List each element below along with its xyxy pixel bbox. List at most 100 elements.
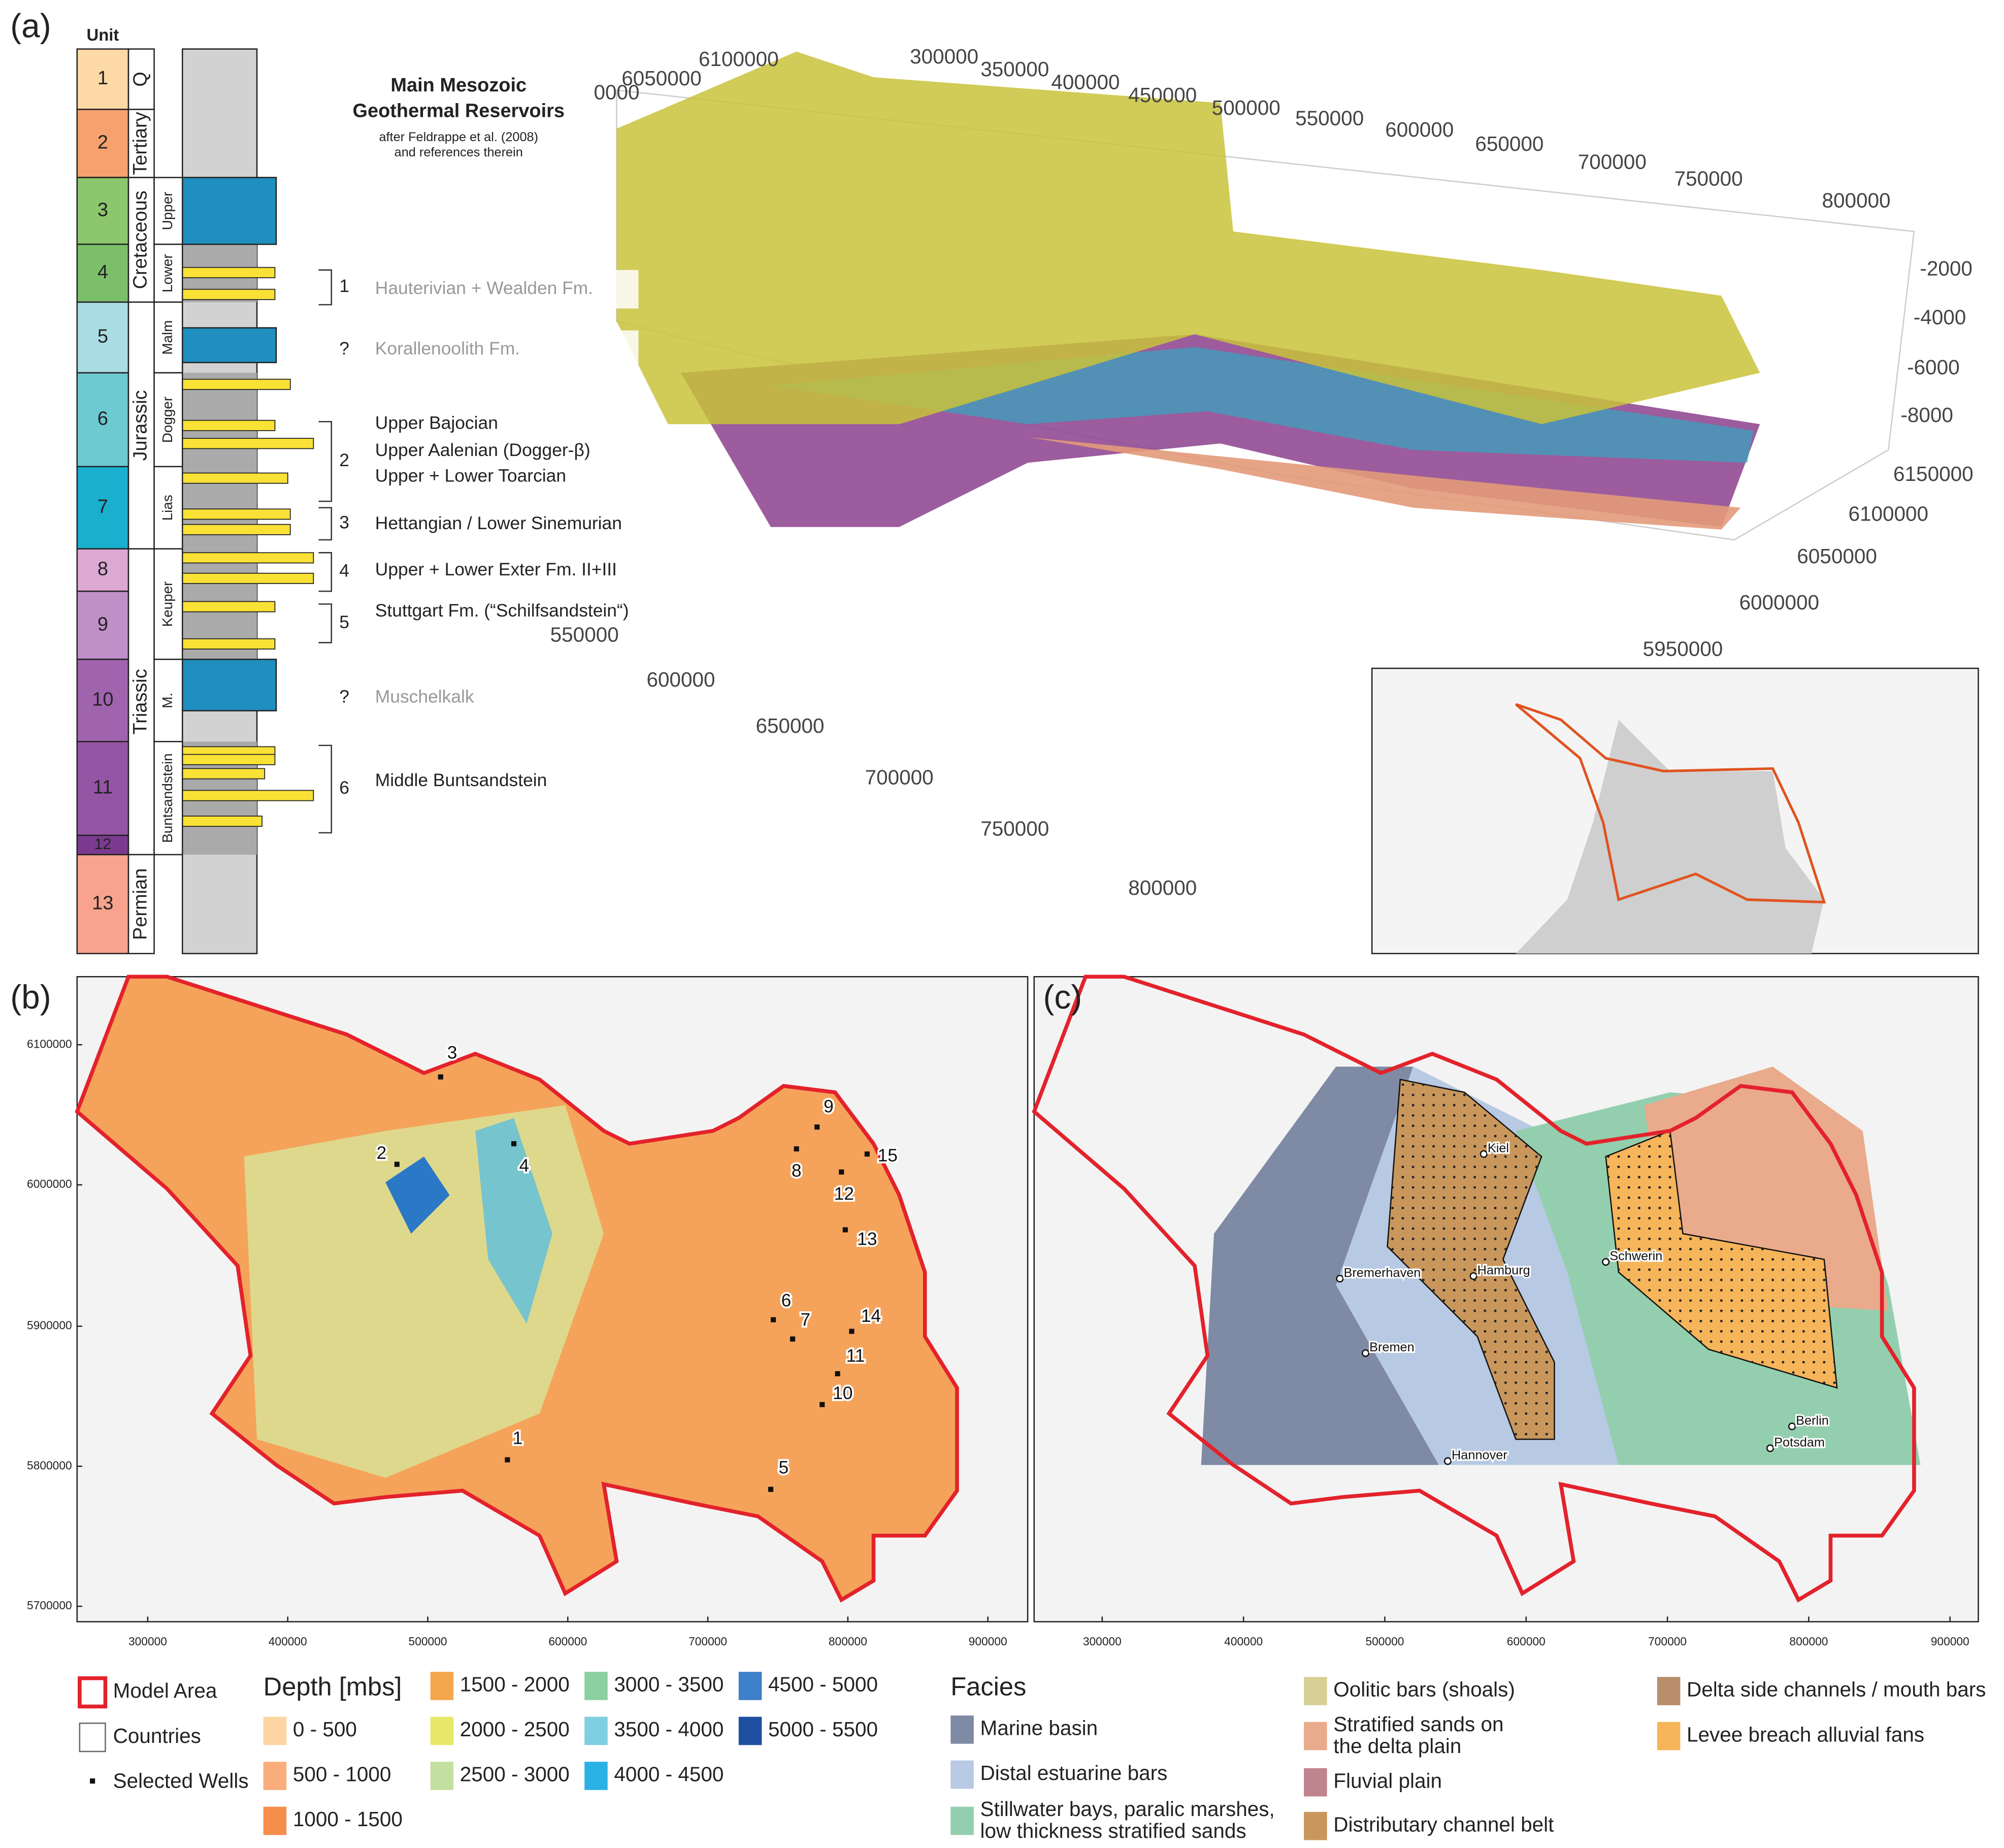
unit-number: 10 [92, 689, 113, 710]
period: Tertiary [129, 112, 151, 175]
reservoir-name: Hauterivian + Wealden Fm. [375, 278, 593, 298]
sandstone [182, 601, 276, 612]
unit-number: 12 [94, 836, 112, 853]
epoch: Upper [159, 191, 175, 230]
axis-label: 6000000 [1739, 591, 1819, 614]
map-c [1034, 977, 1979, 1623]
unit-box [76, 243, 129, 303]
reservoir-name: Upper Bajocian [375, 413, 498, 433]
well-label: 3 [447, 1042, 457, 1062]
axis-label: -2000 [1920, 256, 1973, 280]
well [842, 1227, 848, 1233]
period: Cretaceous [129, 190, 151, 289]
facies-swatch [1657, 1722, 1681, 1750]
axis-label: 0000 [594, 81, 639, 104]
facies-swatch [1304, 1811, 1327, 1840]
bracket [318, 420, 333, 502]
unit-number: 3 [97, 199, 108, 220]
period: Permian [129, 868, 151, 940]
x-tick-label: 300000 [128, 1635, 167, 1648]
x-tick-label: 400000 [269, 1635, 307, 1648]
period-box [127, 177, 155, 303]
limestone [182, 177, 277, 245]
unit-box [76, 301, 129, 374]
y-tick-label: 5800000 [27, 1458, 72, 1472]
limestone [182, 327, 277, 364]
city [1469, 1272, 1477, 1280]
y-tick-label: 5700000 [27, 1599, 72, 1612]
unit-number: 5 [97, 326, 108, 347]
well [835, 1371, 840, 1377]
legend-label: 3500 - 4000 [614, 1717, 724, 1741]
unit-box [76, 372, 129, 468]
city [1443, 1457, 1452, 1465]
unit-box [76, 466, 129, 549]
well-label: 2 [377, 1143, 387, 1163]
well-label: 1 [513, 1428, 523, 1448]
period: Q [129, 72, 151, 87]
epoch-box [153, 548, 183, 660]
city [1480, 1150, 1488, 1158]
well [394, 1161, 400, 1167]
axis-label: 450000 [1128, 83, 1197, 107]
axis-label: 350000 [980, 57, 1049, 81]
depth-swatch [263, 1806, 287, 1835]
facies-swatch [950, 1715, 974, 1744]
x-tick-label: 900000 [969, 1635, 1007, 1648]
label-backdrop [362, 330, 639, 369]
subtitle: after Feldrappe et al. (2008) [379, 130, 538, 144]
reservoir-number: ? [339, 687, 349, 707]
unit-number: 7 [97, 496, 108, 517]
epoch: M. [159, 693, 175, 708]
depth-swatch [584, 1672, 608, 1700]
depth-zone [475, 1118, 552, 1324]
well-label: 6 [781, 1290, 792, 1311]
legend-label: Oolitic bars (shoals) [1333, 1678, 1515, 1701]
legend-label: Model Area [113, 1679, 217, 1702]
sandstone [182, 419, 276, 431]
city-label: Berlin [1796, 1413, 1829, 1428]
axis-label: -4000 [1914, 306, 1966, 329]
x-tick-label: 600000 [1507, 1635, 1546, 1648]
model-surface [616, 51, 1760, 425]
legend-label: the delta plain [1333, 1734, 1461, 1758]
axis-label: 800000 [1128, 876, 1197, 899]
city-label: Schwerin [1609, 1249, 1662, 1263]
reservoir-name: Upper Aalenian (Dogger-β) [375, 440, 590, 460]
legend-label: 0 - 500 [293, 1717, 357, 1741]
legend-label: Countries [113, 1724, 201, 1747]
axis-label: 700000 [865, 765, 934, 789]
city [1361, 1349, 1370, 1357]
well-label: 15 [878, 1145, 898, 1165]
unit-number: 8 [97, 559, 108, 580]
depth-swatch [584, 1716, 608, 1745]
unit-number: 13 [92, 892, 113, 914]
reservoir-number: 6 [339, 777, 349, 798]
city-label: Bremerhaven [1344, 1266, 1421, 1280]
x-tick-label: 500000 [1365, 1635, 1404, 1648]
well [839, 1169, 844, 1175]
axis-label: 650000 [1475, 132, 1543, 155]
y-tick-label: 6000000 [27, 1177, 72, 1190]
legend-label: low thickness stratified sands [980, 1819, 1246, 1842]
sandstone [182, 572, 314, 584]
sandstone [182, 816, 263, 827]
axis-label: 600000 [646, 668, 715, 691]
reservoir-number: 1 [339, 276, 349, 296]
x-tick-label: 800000 [1789, 1635, 1828, 1648]
depth-swatch [263, 1716, 287, 1745]
map-b [77, 977, 1029, 1623]
epoch-box [153, 740, 183, 856]
countries-swatch [79, 1723, 106, 1753]
x-tick-label: 700000 [1648, 1635, 1687, 1648]
reservoir-number: 3 [339, 512, 349, 533]
sandstone [182, 790, 314, 801]
well-label: 14 [861, 1306, 881, 1326]
axis-label: 300000 [910, 45, 978, 68]
x-tick-label: 800000 [829, 1635, 867, 1648]
well-label: 5 [779, 1457, 789, 1478]
facies-swatch [1304, 1768, 1327, 1797]
bracket [318, 744, 333, 834]
well [511, 1141, 517, 1147]
